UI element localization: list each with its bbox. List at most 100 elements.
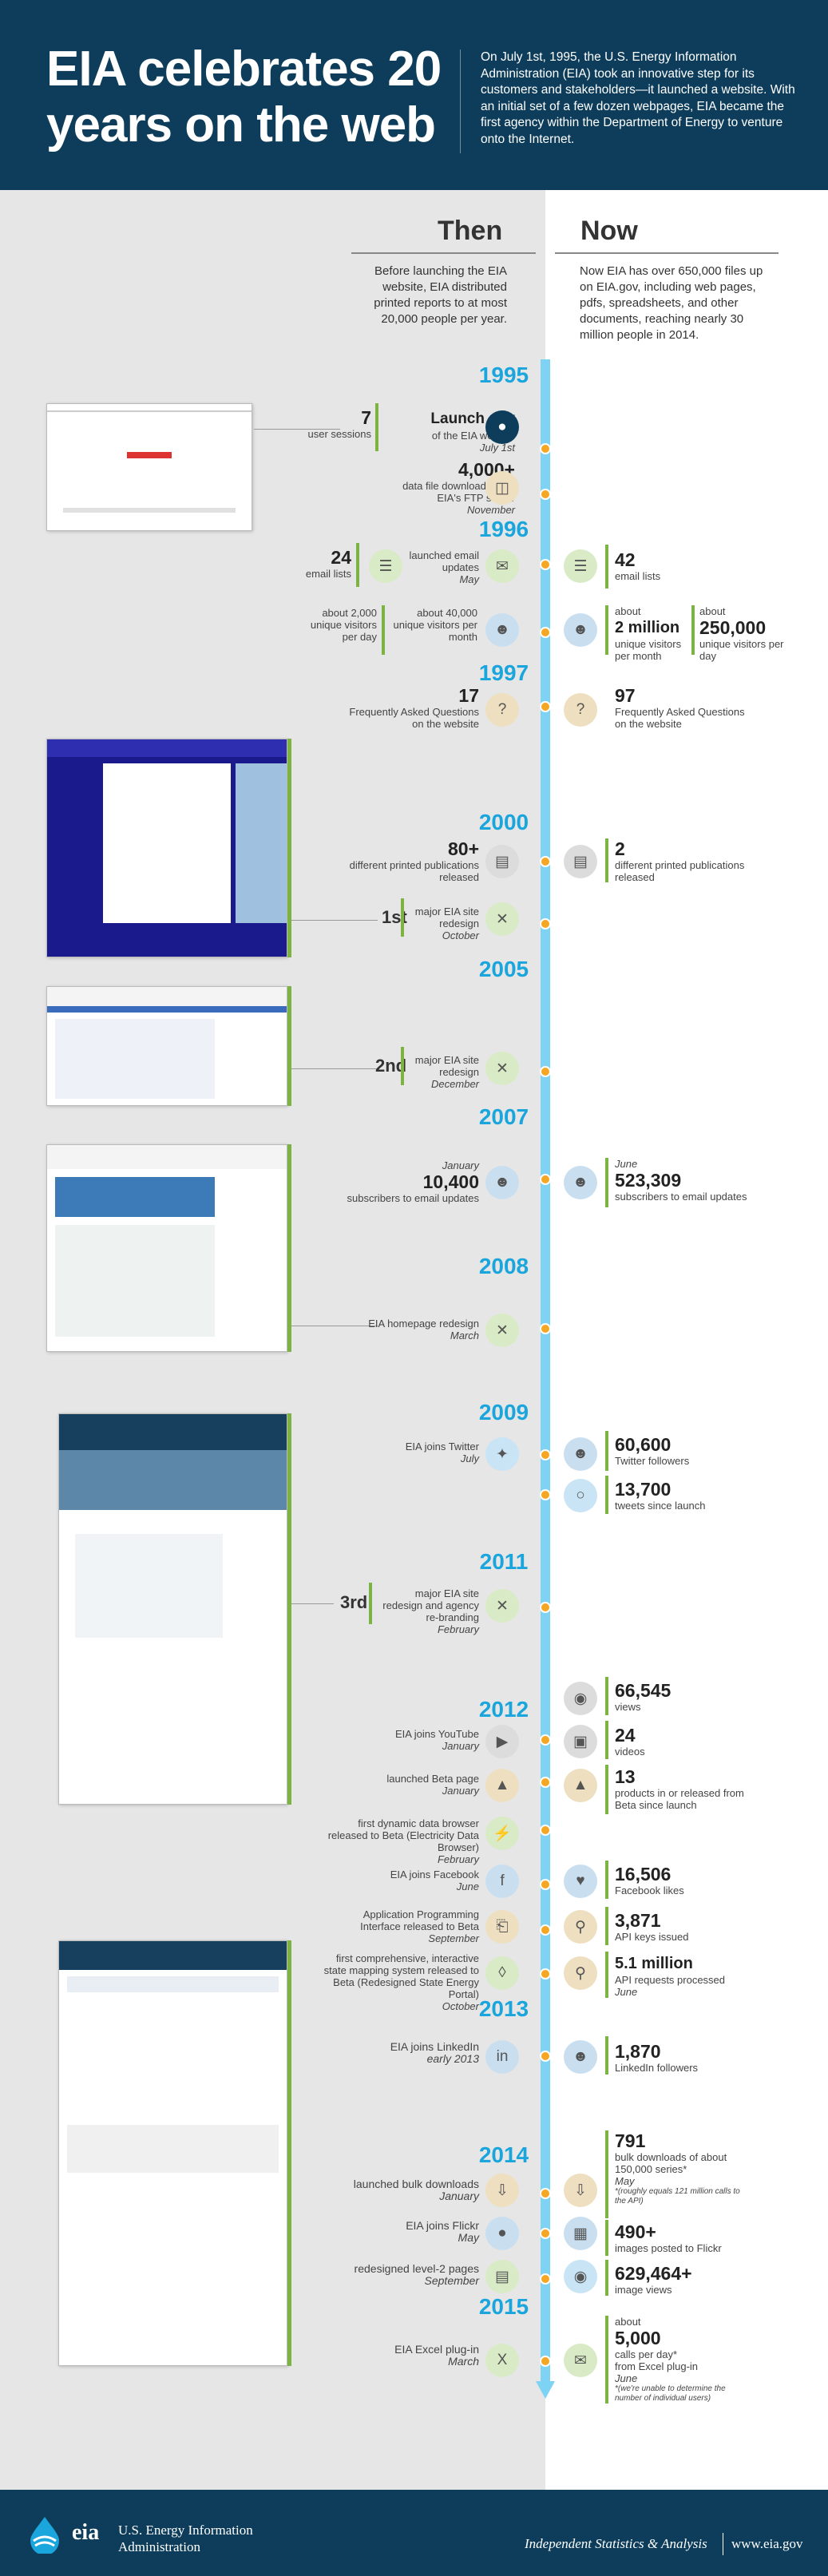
subscribers-icon: ☻ (485, 1166, 519, 1199)
then-stat-faq: 17 Frequently Asked Questions on the web… (343, 685, 479, 730)
screenshot-2008-site (46, 1144, 287, 1352)
facebook-likes-icon: ♥ (564, 1865, 597, 1898)
year-label: 1997 (448, 660, 560, 686)
year-label: 2005 (448, 957, 560, 982)
then-stat-redesign-1: major EIA site redesign October (407, 906, 479, 941)
header-divider (460, 50, 461, 153)
screenshot-1995-site (46, 403, 252, 531)
stat-accent (605, 1765, 608, 1814)
stat-accent (369, 1583, 372, 1624)
then-stat-redesign-3: major EIA site redesign and agency re-br… (375, 1587, 479, 1635)
year-label: 1995 (448, 363, 560, 388)
year-label: 2015 (448, 2294, 560, 2320)
year-label: 2012 (448, 1697, 560, 1722)
faq-icon: ? (564, 693, 597, 727)
now-stat-api-keys: 3,871 API keys issued (615, 1910, 751, 1943)
timeline-dot (540, 443, 551, 454)
publications-icon: ▤ (485, 845, 519, 878)
publications-icon: ▤ (564, 845, 597, 878)
timeline-dot (540, 856, 551, 867)
year-label: 2009 (448, 1400, 560, 1425)
year-label: 2011 (448, 1549, 560, 1575)
now-stat-facebook: 16,506 Facebook likes (615, 1864, 751, 1896)
then-stat-email-updates: launched email updates May (406, 549, 479, 585)
excel-icon: X (485, 2344, 519, 2377)
footer-agency-name: U.S. Energy Information Administration (118, 2522, 254, 2555)
footer-eia-wordmark: eia (72, 2520, 99, 2546)
stat-accent (691, 605, 695, 655)
now-stat-api-requests: 5.1 million API requests processed June (615, 1953, 751, 1998)
map-icon: ◊ (485, 1956, 519, 1990)
stat-accent (375, 403, 378, 451)
timeline-dot (540, 2356, 551, 2367)
now-description: Now EIA has over 650,000 files up on EIA… (580, 264, 779, 343)
header: EIA celebrates 20 years on the web On Ju… (0, 0, 828, 190)
footer: eia U.S. Energy Information Administrati… (0, 2490, 828, 2576)
then-stat-state-mapping: first comprehensive, interactive state m… (315, 1952, 479, 2012)
api-icon: ⎗ (485, 1910, 519, 1944)
timeline-dot (540, 701, 551, 712)
timeline-dot (540, 1323, 551, 1334)
now-stat-bulk-downloads: 791 bulk downloads of about 150,000 seri… (615, 2130, 751, 2206)
stat-accent (605, 545, 608, 589)
then-stat-linkedin: EIA joins LinkedIn early 2013 (343, 2041, 479, 2065)
twitter-followers-icon: ☻ (564, 1437, 597, 1471)
then-heading: Then (438, 216, 502, 247)
timeline-dot (540, 1825, 551, 1836)
timeline-dot (540, 2273, 551, 2285)
stat-accent (401, 1047, 404, 1085)
then-stat-beta: launched Beta page January (343, 1773, 479, 1797)
then-stat-daily-visitors: about 2,000 unique visitors per day (303, 607, 377, 643)
stat-accent (401, 898, 404, 937)
timeline-dot (540, 1174, 551, 1185)
now-stat-videos: 24 videos (615, 1725, 751, 1758)
timeline-dot (540, 1489, 551, 1500)
timeline-dot (540, 559, 551, 570)
footer-url-link[interactable]: www.eia.gov (731, 2536, 803, 2552)
visitors-icon: ☻ (485, 613, 519, 647)
now-stat-publications: 2 different printed publications release… (615, 838, 751, 883)
stat-accent (382, 605, 385, 655)
timeline-dot (540, 1968, 551, 1980)
stat-accent (605, 1907, 608, 1945)
stat-accent (605, 1677, 608, 1715)
eye-icon: ◉ (564, 2260, 597, 2293)
now-stat-subscribers: June 523,309 subscribers to email update… (615, 1158, 751, 1203)
eye-icon: ◉ (564, 1682, 597, 1715)
timeline-dot (540, 1602, 551, 1613)
youtube-icon: ▶ (485, 1725, 519, 1758)
timeline-dot (540, 2228, 551, 2239)
email-list-icon: ☰ (369, 549, 402, 583)
stat-accent (605, 2316, 608, 2404)
then-stat-redesign-2: major EIA site redesign December (407, 1054, 479, 1090)
timeline-dot (540, 1924, 551, 1936)
stat-accent (605, 2220, 608, 2256)
timeline-dot (540, 2188, 551, 2199)
then-stat-excel: EIA Excel plug-in March (343, 2344, 479, 2368)
timeline-dot (540, 1734, 551, 1746)
then-stat-twitter: EIA joins Twitter July (343, 1441, 479, 1464)
stat-accent (605, 1158, 608, 1207)
then-description: Before launching the EIA website, EIA di… (359, 264, 507, 327)
api-key-icon: ⚲ (564, 1910, 597, 1944)
timeline-dot (540, 489, 551, 500)
stat-accent (605, 1721, 608, 1759)
stat-accent (605, 1476, 608, 1514)
screenshot-2000-site (46, 739, 287, 957)
timeline-dot (540, 918, 551, 929)
then-stat-publications: 80+ different printed publications relea… (343, 838, 479, 883)
screenshot-2011-site (58, 1413, 287, 1805)
screenshot-accent (287, 1940, 291, 2366)
stat-accent (605, 2036, 608, 2075)
then-stat-facebook: EIA joins Facebook June (343, 1869, 479, 1892)
stat-accent (605, 1952, 608, 1998)
now-stat-email-lists: 42 email lists (615, 549, 695, 582)
then-stat-bulk: launched bulk downloads January (343, 2178, 479, 2202)
then-stat-data-browser: first dynamic data browser released to B… (319, 1817, 479, 1865)
excel-calls-icon: ✉ (564, 2344, 597, 2377)
browser-icon: ⚡ (485, 1817, 519, 1850)
now-stat-youtube-views: 66,545 views (615, 1680, 751, 1713)
flickr-icon: ● (485, 2217, 519, 2250)
screenshot-accent (287, 1144, 291, 1352)
pages-icon: ▤ (485, 2260, 519, 2293)
